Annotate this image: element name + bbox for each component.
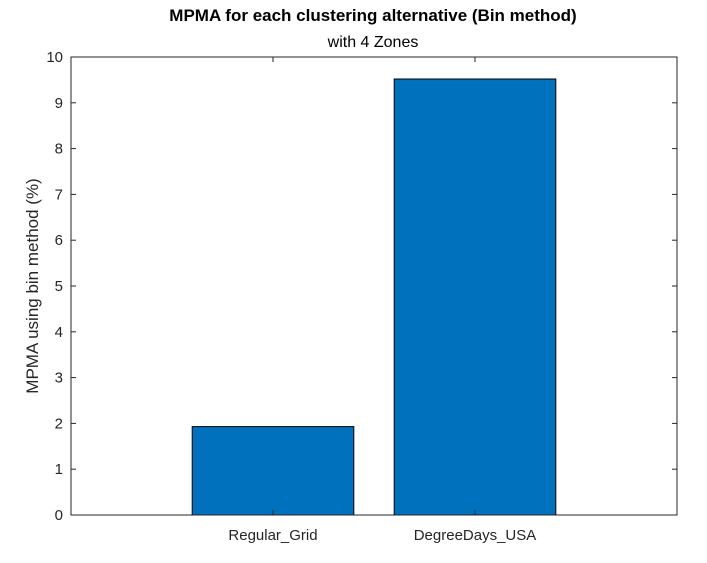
bars-layer [191,78,557,516]
y-tick-label: 3 [55,370,63,387]
plot-area [71,57,677,515]
x-tick-label: DegreeDays_USA [414,527,537,544]
y-tick-label: 10 [46,49,63,66]
bar-degreedays-usa [393,78,557,516]
y-tick-label: 4 [55,324,63,341]
chart-title: MPMA for each clustering alternative (Bi… [169,6,576,25]
x-axis: Regular_Grid DegreeDays_USA [228,57,536,544]
y-tick-label: 2 [55,415,63,432]
bar-regular-grid [191,426,355,516]
chart-subtitle: with 4 Zones [327,34,419,51]
plot-frame [70,56,678,516]
y-tick-label: 9 [55,95,63,112]
y-tick-label: 6 [55,232,63,249]
y-axis-label: MPMA using bin method (%) [23,178,42,393]
y-tick-label: 0 [55,507,63,524]
y-tick-label: 8 [55,141,63,158]
y-tick-label: 1 [55,461,63,478]
y-tick-label: 7 [55,186,63,203]
x-tick-label: Regular_Grid [228,527,317,544]
y-tick-label: 5 [55,278,63,295]
